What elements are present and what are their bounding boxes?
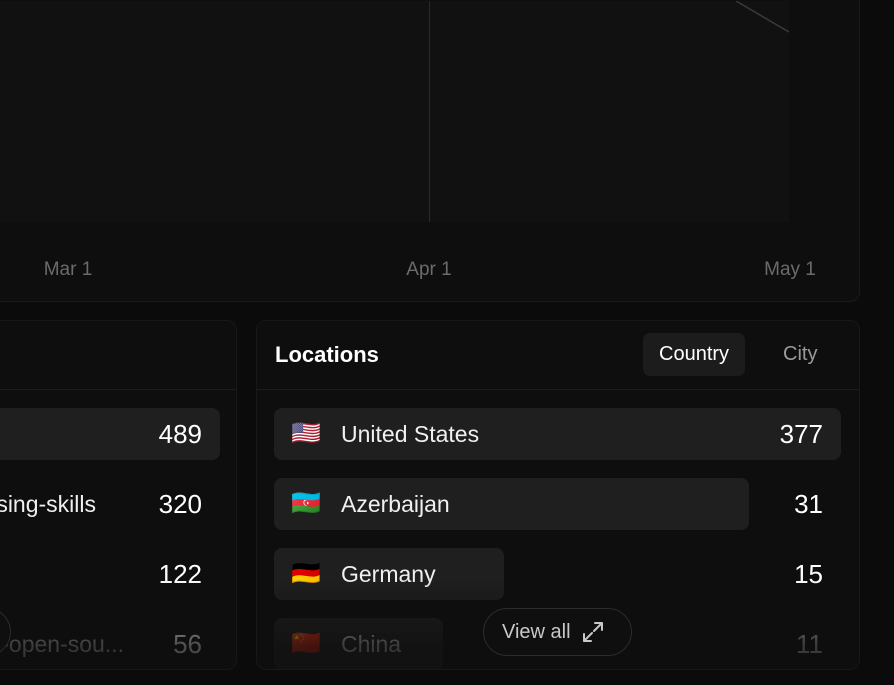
item-name: sing-skills: [0, 491, 96, 517]
list-item[interactable]: 🇺🇸 United States 377: [274, 408, 841, 460]
visitor-count: 377: [779, 419, 823, 449]
card-header: Locations Country City: [257, 321, 859, 390]
country-name: China: [341, 631, 402, 657]
expand-icon: [582, 622, 603, 642]
view-all-label: View all: [502, 621, 571, 643]
list-item[interactable]: sing-skills 320: [0, 478, 220, 530]
item-count: 122: [158, 559, 202, 589]
x-tick-label: Apr 1: [406, 259, 452, 280]
country-name: United States: [341, 421, 480, 447]
chart-hover-line: [429, 1, 430, 222]
flag-de-icon: 🇩🇪: [291, 560, 321, 587]
item-name: -open-sou...: [1, 631, 124, 657]
list-item[interactable]: 🇦🇿 Azerbaijan 31: [274, 478, 841, 530]
item-count: 489: [158, 419, 202, 449]
tab-city[interactable]: City: [783, 343, 818, 365]
list-item[interactable]: 122: [0, 548, 220, 600]
pages-card: 489 sing-skills 320 122 -open-sou... 56: [0, 320, 237, 670]
item-count: 320: [158, 489, 202, 519]
flag-cn-icon: 🇨🇳: [291, 630, 321, 657]
visitor-count: 11: [796, 629, 823, 659]
row-bar: [0, 408, 220, 460]
visitor-count: 31: [794, 489, 823, 519]
locations-card: Locations Country City 🇺🇸 United States …: [256, 320, 860, 670]
series-line: [735, 1, 789, 33]
country-name: Germany: [341, 561, 436, 587]
chart-plot-area: [0, 1, 789, 222]
list-item[interactable]: 489: [0, 408, 220, 460]
item-count: 56: [173, 629, 202, 659]
card-header: [0, 321, 236, 390]
visitors-chart-card: Mar 1 Apr 1 May 1: [0, 0, 860, 302]
x-tick-label: May 1: [764, 259, 816, 280]
x-tick-label: Mar 1: [43, 259, 93, 280]
list-item[interactable]: -open-sou... 56: [0, 618, 220, 669]
card-title: Locations: [275, 342, 379, 367]
row-bar: [274, 408, 841, 460]
list-item[interactable]: 🇩🇪 Germany 15: [274, 548, 841, 600]
chart-series: [735, 1, 789, 33]
view-all-button[interactable]: View all: [483, 608, 632, 656]
tab-country[interactable]: Country: [643, 333, 746, 376]
row-bar: [274, 478, 749, 530]
visitor-count: 15: [794, 559, 823, 589]
flag-us-icon: 🇺🇸: [291, 420, 321, 447]
flag-az-icon: 🇦🇿: [291, 490, 321, 517]
country-name: Azerbaijan: [341, 491, 450, 517]
